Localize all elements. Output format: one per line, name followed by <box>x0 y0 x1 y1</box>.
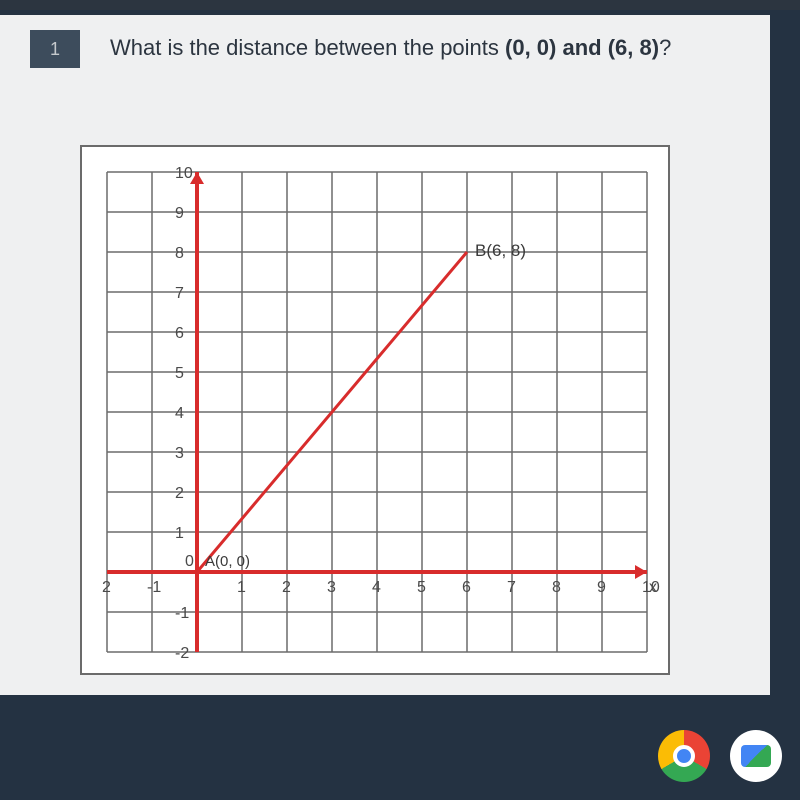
coordinate-chart: 2-1012345678910-2-112345678910xA(0, 0)B(… <box>80 145 670 675</box>
svg-text:1: 1 <box>237 579 246 596</box>
svg-text:6: 6 <box>175 325 184 342</box>
q-connector: and <box>556 35 607 60</box>
svg-text:-1: -1 <box>175 605 189 622</box>
chart-svg: 2-1012345678910-2-112345678910xA(0, 0)B(… <box>92 157 662 667</box>
page-content: 1 What is the distance between the point… <box>0 15 770 695</box>
svg-text:4: 4 <box>372 579 381 596</box>
svg-text:7: 7 <box>507 579 516 596</box>
svg-text:3: 3 <box>327 579 336 596</box>
browser-top-bar <box>0 0 800 10</box>
svg-text:1: 1 <box>175 525 184 542</box>
question-number-text: 1 <box>50 39 60 60</box>
svg-text:8: 8 <box>175 245 184 262</box>
video-app-icon[interactable] <box>730 730 782 782</box>
question-text: What is the distance between the points … <box>110 30 671 61</box>
chrome-icon[interactable] <box>658 730 710 782</box>
chrome-center <box>673 745 695 767</box>
svg-text:9: 9 <box>175 205 184 222</box>
svg-text:5: 5 <box>175 365 184 382</box>
svg-text:2: 2 <box>102 579 111 596</box>
svg-text:5: 5 <box>417 579 426 596</box>
taskbar-icons <box>658 730 782 782</box>
svg-text:A(0, 0): A(0, 0) <box>205 553 250 570</box>
video-inner <box>741 745 771 767</box>
svg-text:2: 2 <box>175 485 184 502</box>
svg-text:B(6, 8): B(6, 8) <box>475 241 526 260</box>
svg-text:0: 0 <box>185 553 194 570</box>
svg-text:4: 4 <box>175 405 184 422</box>
q-point-2: (6, 8) <box>608 35 659 60</box>
svg-text:2: 2 <box>282 579 291 596</box>
svg-text:6: 6 <box>462 579 471 596</box>
question-row: 1 What is the distance between the point… <box>0 15 770 68</box>
svg-text:x: x <box>649 579 657 596</box>
svg-text:10: 10 <box>175 165 193 182</box>
svg-text:-2: -2 <box>175 645 189 662</box>
svg-text:-1: -1 <box>147 579 161 596</box>
q-point-1: (0, 0) <box>505 35 556 60</box>
svg-text:3: 3 <box>175 445 184 462</box>
svg-text:9: 9 <box>597 579 606 596</box>
question-number-badge: 1 <box>30 30 80 68</box>
svg-text:7: 7 <box>175 285 184 302</box>
q-text-1: What is the distance between the points <box>110 35 505 60</box>
q-text-end: ? <box>659 35 671 60</box>
svg-text:8: 8 <box>552 579 561 596</box>
